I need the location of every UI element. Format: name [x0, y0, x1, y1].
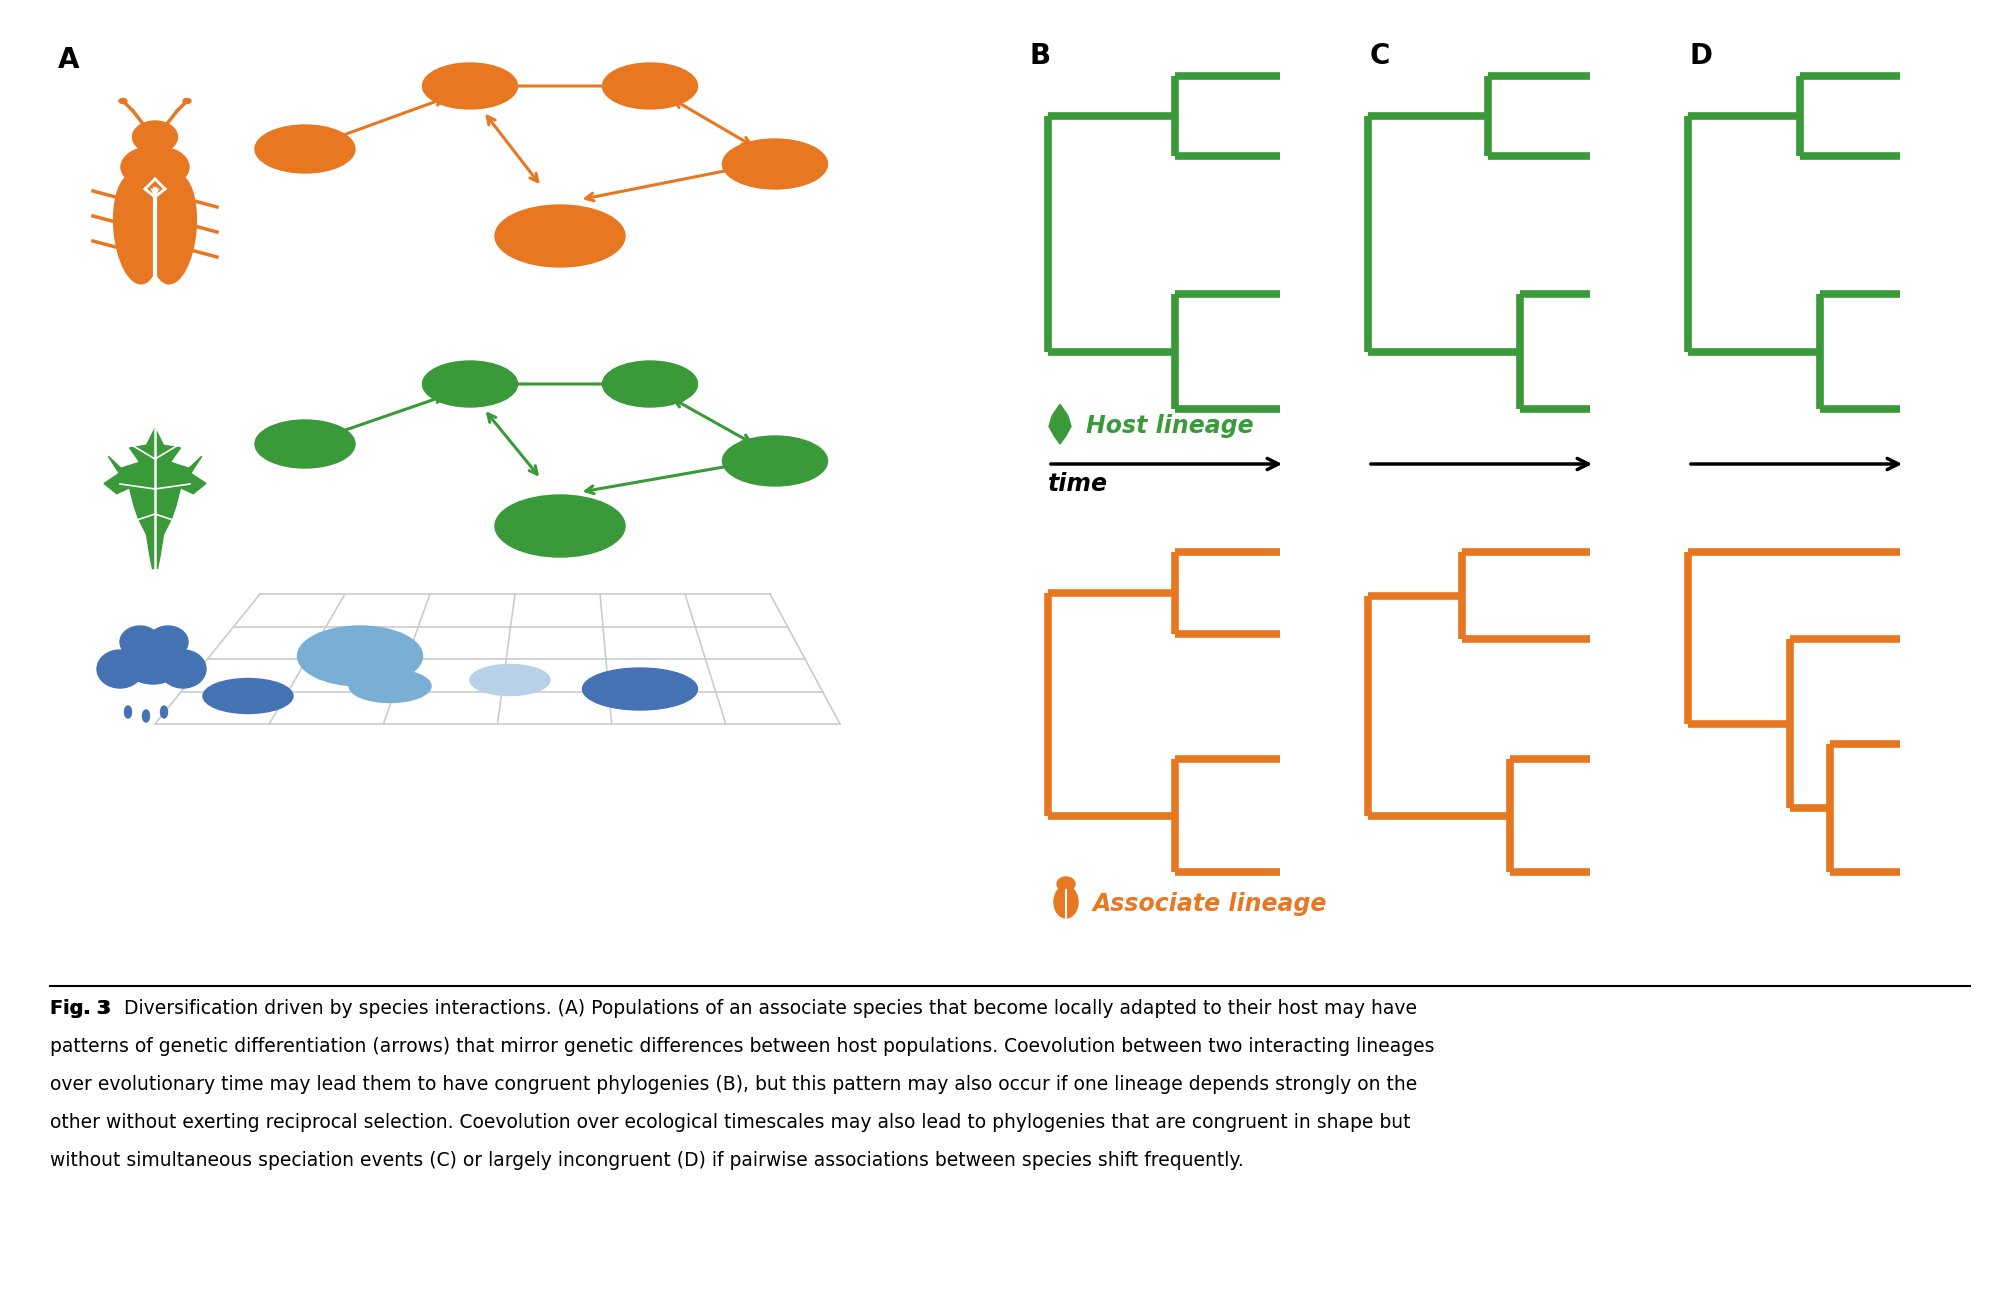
- Ellipse shape: [120, 146, 188, 188]
- Ellipse shape: [582, 668, 698, 709]
- Ellipse shape: [120, 99, 128, 103]
- Ellipse shape: [602, 361, 698, 407]
- Text: Fig. 3: Fig. 3: [50, 999, 124, 1018]
- Text: Associate lineage: Associate lineage: [1092, 892, 1328, 915]
- Text: time: time: [1048, 472, 1108, 496]
- Ellipse shape: [132, 121, 178, 153]
- Ellipse shape: [256, 420, 356, 468]
- Ellipse shape: [150, 175, 196, 284]
- Ellipse shape: [142, 709, 150, 722]
- Ellipse shape: [422, 361, 518, 407]
- Ellipse shape: [124, 705, 132, 719]
- Ellipse shape: [722, 140, 828, 189]
- Ellipse shape: [96, 649, 144, 689]
- Text: A: A: [58, 46, 80, 74]
- Ellipse shape: [496, 205, 624, 267]
- Text: Host lineage: Host lineage: [1086, 413, 1254, 438]
- Text: other without exerting reciprocal selection. Coevolution over ecological timesca: other without exerting reciprocal select…: [50, 1114, 1410, 1132]
- Ellipse shape: [204, 678, 292, 713]
- Text: Diversification driven by species interactions. (A) Populations of an associate : Diversification driven by species intera…: [112, 999, 1416, 1018]
- Ellipse shape: [120, 626, 160, 659]
- Ellipse shape: [114, 175, 160, 284]
- Ellipse shape: [470, 665, 550, 695]
- Ellipse shape: [350, 669, 432, 703]
- Text: D: D: [1690, 42, 1712, 70]
- Text: B: B: [1030, 42, 1052, 70]
- Ellipse shape: [602, 63, 698, 110]
- Text: patterns of genetic differentiation (arrows) that mirror genetic differences bet: patterns of genetic differentiation (arr…: [50, 1037, 1434, 1056]
- Ellipse shape: [1056, 878, 1076, 891]
- Ellipse shape: [1054, 885, 1078, 918]
- Ellipse shape: [160, 649, 206, 689]
- Ellipse shape: [160, 705, 168, 719]
- Ellipse shape: [422, 63, 518, 110]
- Ellipse shape: [722, 436, 828, 486]
- Ellipse shape: [122, 634, 184, 685]
- Polygon shape: [1048, 404, 1072, 443]
- Ellipse shape: [184, 99, 192, 103]
- Text: over evolutionary time may lead them to have congruent phylogenies (B), but this: over evolutionary time may lead them to …: [50, 1074, 1418, 1094]
- Ellipse shape: [298, 626, 422, 686]
- Text: C: C: [1370, 42, 1390, 70]
- Polygon shape: [104, 428, 206, 569]
- Text: Fig. 3: Fig. 3: [50, 999, 110, 1018]
- Ellipse shape: [148, 626, 188, 659]
- Ellipse shape: [496, 496, 624, 557]
- Ellipse shape: [256, 125, 356, 173]
- Text: without simultaneous speciation events (C) or largely incongruent (D) if pairwis: without simultaneous speciation events (…: [50, 1151, 1244, 1170]
